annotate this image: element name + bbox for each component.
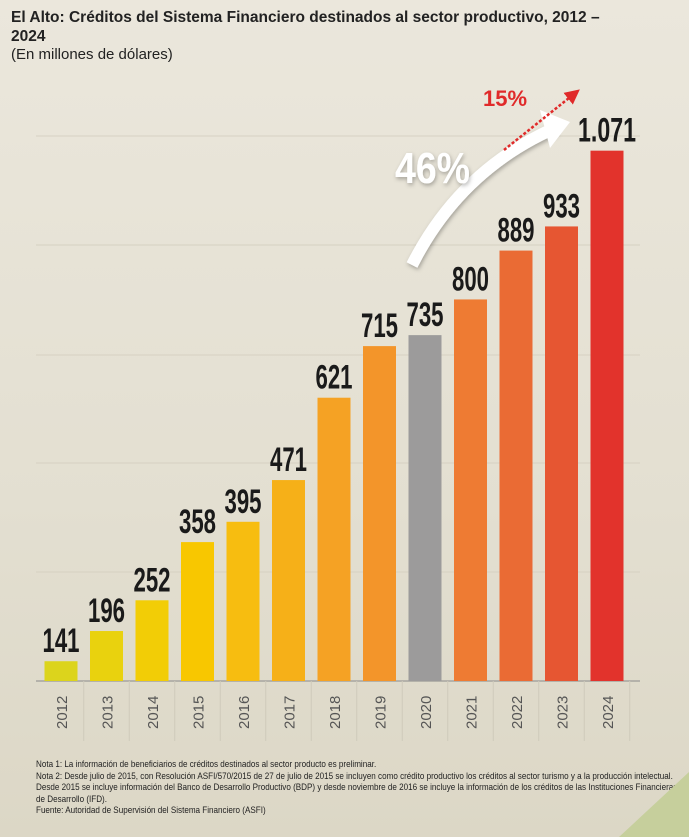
growth-arrow-head (540, 110, 570, 148)
growth-arrow-white (406, 122, 558, 268)
data-label: 800 (452, 260, 489, 298)
bar-2021 (454, 299, 487, 681)
x-tick-label: 2022 (509, 696, 526, 729)
data-label: 141 (43, 622, 80, 660)
bar-2014 (135, 600, 169, 681)
note-2: Nota 2: Desde julio de 2015, con Resoluc… (36, 770, 678, 804)
data-label: 889 (498, 212, 535, 250)
source: Fuente: Autoridad de Supervisión del Sis… (36, 805, 266, 816)
x-tick-label: 2018 (327, 696, 344, 729)
bar-2023 (545, 226, 578, 682)
data-label: 933 (543, 187, 580, 225)
bar-2020 (408, 335, 442, 681)
bar-2024 (590, 150, 624, 681)
x-tick-label: 2021 (464, 696, 481, 729)
x-tick-label: 2014 (145, 696, 162, 729)
data-label: 715 (361, 307, 398, 345)
decorative-corner (619, 772, 689, 837)
data-label: 621 (316, 359, 353, 397)
chart-subtitle: (En millones de dólares) (11, 46, 173, 63)
x-tick-label: 2013 (100, 696, 117, 729)
bar-2015 (181, 542, 214, 681)
chart-title: El Alto: Créditos del Sistema Financiero… (11, 9, 600, 45)
data-label: 471 (270, 441, 307, 479)
data-label: 395 (225, 483, 262, 521)
data-label: 358 (179, 503, 216, 541)
annotation-15: 15% (483, 86, 527, 111)
x-tick-label: 2012 (54, 696, 71, 729)
data-label: 735 (407, 296, 444, 334)
data-label: 252 (134, 561, 171, 599)
bar-2017 (272, 480, 305, 681)
note-1: Nota 1: La información de beneficiarios … (36, 759, 377, 769)
annotation-46: 46% (395, 144, 470, 193)
x-tick-label: 2015 (191, 696, 208, 729)
x-tick-label: 2024 (600, 696, 617, 729)
bar-2022 (499, 250, 533, 682)
bar-2016 (226, 521, 260, 681)
bar-2013 (90, 631, 123, 681)
x-tick-label: 2023 (555, 696, 572, 729)
bar-2019 (363, 346, 396, 681)
data-label: 196 (88, 592, 125, 630)
x-tick-label: 2017 (282, 696, 299, 729)
data-label: 1.071 (578, 112, 636, 150)
bar-2018 (317, 397, 351, 681)
bar-2012 (44, 661, 78, 681)
x-tick-label: 2016 (236, 696, 253, 729)
notes: Nota 1: La información de beneficiarios … (36, 759, 683, 817)
x-tick-label: 2020 (418, 696, 435, 729)
x-tick-label: 2019 (373, 696, 390, 729)
